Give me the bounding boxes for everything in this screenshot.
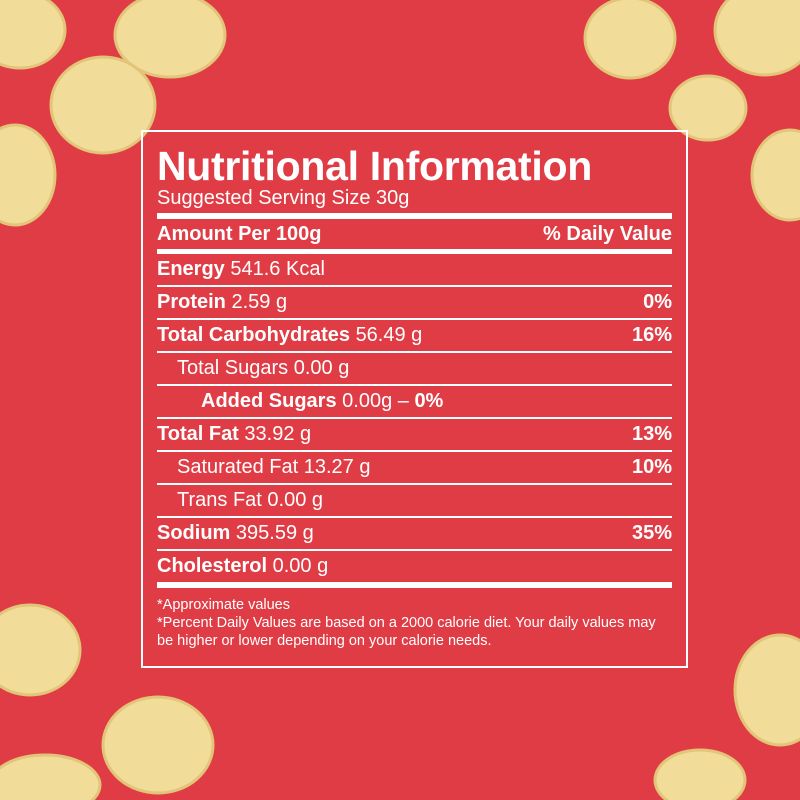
nutrient-name: Added Sugars bbox=[201, 390, 337, 412]
nutrient: Total Fat 33.92 g bbox=[157, 423, 311, 446]
title: Nutritional Information bbox=[157, 143, 592, 189]
nutrient-row: Sodium 395.59 g 35% bbox=[157, 518, 672, 551]
nutrient-amount: 13.27 g bbox=[303, 456, 371, 478]
nutrient-amount: 0.00g – bbox=[342, 390, 409, 412]
nutrient-row: Cholesterol 0.00 g bbox=[157, 551, 672, 588]
daily-value: 0% bbox=[414, 390, 444, 412]
nutrient-row: Total Sugars 0.00 g bbox=[157, 353, 672, 386]
footnote: *Percent Daily Values are based on a 200… bbox=[157, 615, 656, 649]
nutrient-amount: 0.00 g bbox=[293, 357, 350, 379]
subtitle: Suggested Serving Size 30g bbox=[157, 186, 672, 219]
nutrient-row: Trans Fat 0.00 g bbox=[157, 485, 672, 518]
nutrient-name: Total Fat bbox=[157, 423, 239, 445]
daily-value: 10% bbox=[631, 456, 672, 478]
header-row: Amount Per 100g % Daily Value bbox=[157, 219, 672, 254]
nutrient-row: Protein 2.59 g 0% bbox=[157, 287, 672, 320]
nutrient: Sodium 395.59 g bbox=[157, 522, 314, 545]
nutrient: Energy 541.6 Kcal bbox=[157, 258, 325, 281]
footnotes: *Approximate values *Percent Daily Value… bbox=[157, 596, 672, 650]
nutrient-amount: 2.59 g bbox=[231, 291, 288, 313]
nutrient: Saturated Fat 13.27 g bbox=[157, 456, 370, 479]
nutrient-row: Total Fat 33.92 g 13% bbox=[157, 419, 672, 452]
nutrient-name: Energy bbox=[157, 258, 225, 280]
daily-value: 0% bbox=[643, 291, 672, 313]
nutrient-amount: 395.59 g bbox=[235, 522, 314, 544]
nutrient-name: Protein bbox=[157, 291, 226, 313]
footnote: *Approximate values bbox=[157, 597, 290, 613]
nutrient-amount: 0.00 g bbox=[267, 489, 324, 511]
rows: Energy 541.6 Kcal Protein 2.59 g 0% Total C… bbox=[157, 254, 672, 588]
nutrient-row: Total Carbohydrates 56.49 g 16% bbox=[157, 320, 672, 353]
nutrient-amount: 56.49 g bbox=[355, 324, 423, 346]
nutrient-name: Cholesterol bbox=[157, 555, 268, 577]
label-content: Nutritional Information Suggested Servin… bbox=[157, 132, 672, 650]
nutrient-amount: 0.00 g bbox=[272, 555, 329, 577]
nutrient-name: Total Carbohydrates bbox=[157, 324, 350, 346]
nutrient-row: Saturated Fat 13.27 g 10% bbox=[157, 452, 672, 485]
nutrient: Protein 2.59 g bbox=[157, 291, 287, 314]
nutrient-amount: 33.92 g bbox=[244, 423, 312, 445]
daily-value: 13% bbox=[631, 423, 672, 445]
daily-value: 16% bbox=[631, 324, 672, 346]
header-left: Amount Per 100g bbox=[157, 222, 322, 245]
nutrition-label: Nutritional Information Suggested Servin… bbox=[141, 130, 688, 668]
nutrient: Total Carbohydrates 56.49 g bbox=[157, 324, 422, 347]
nutrient-name: Saturated Fat bbox=[177, 456, 299, 478]
nutrient-name: Sodium bbox=[157, 522, 231, 544]
nutrient-name: Total Sugars bbox=[177, 357, 289, 379]
nutrient-row: Energy 541.6 Kcal bbox=[157, 254, 672, 287]
nutrient: Total Sugars 0.00 g bbox=[157, 357, 349, 380]
nutrient: Cholesterol 0.00 g bbox=[157, 555, 328, 578]
nutrient: Added Sugars 0.00g – 0% bbox=[157, 390, 443, 413]
nutrient: Trans Fat 0.00 g bbox=[157, 489, 323, 512]
nutrient-name: Trans Fat bbox=[177, 489, 262, 511]
header-right: % Daily Value bbox=[543, 222, 672, 245]
daily-value: 35% bbox=[631, 522, 672, 544]
nutrient-row: Added Sugars 0.00g – 0% bbox=[157, 386, 672, 419]
nutrient-amount: 541.6 Kcal bbox=[230, 258, 325, 280]
